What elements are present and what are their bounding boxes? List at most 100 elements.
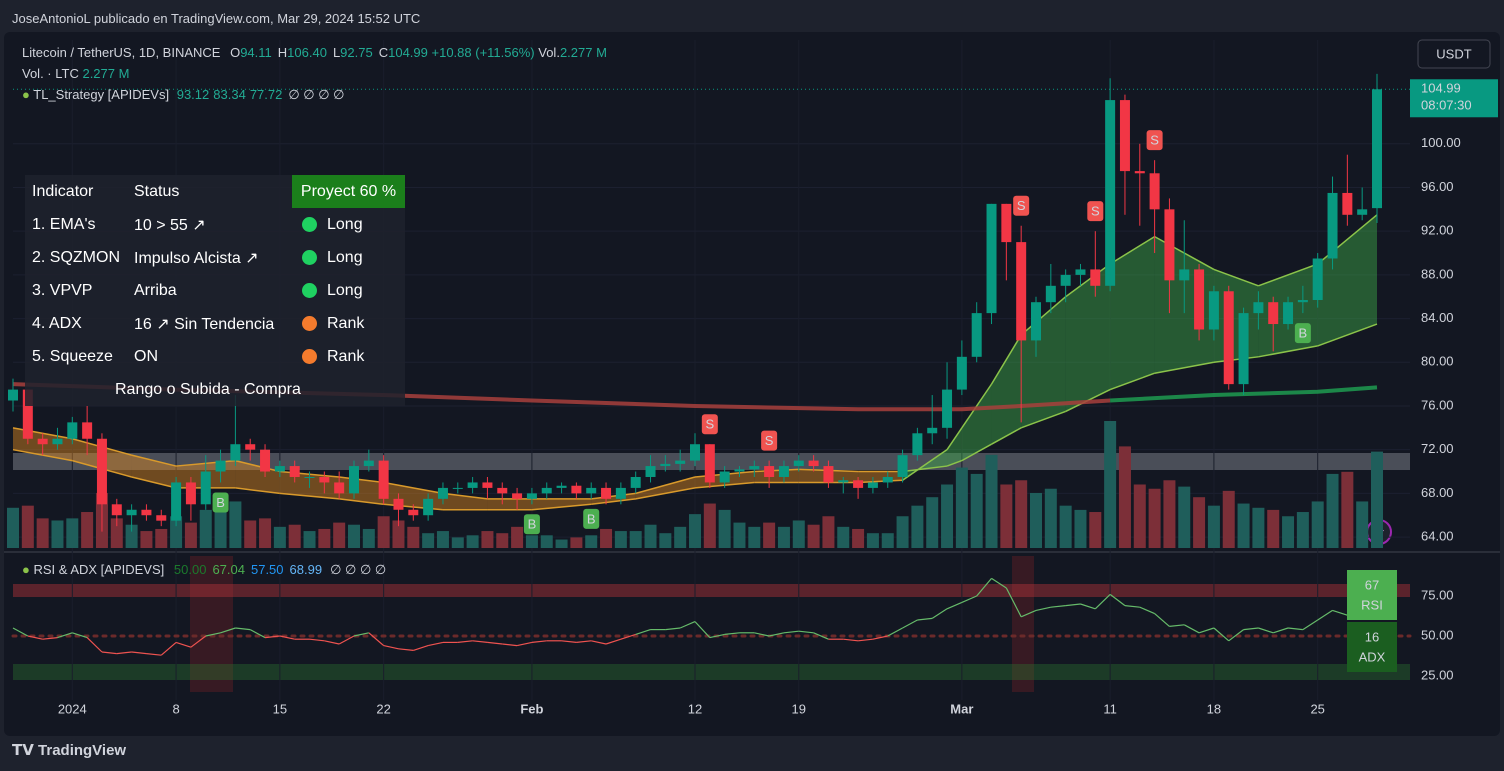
volume-bar [941,484,954,548]
table-header: Indicator Status Proyect 60 % [25,175,405,208]
volume-legend: Vol. · LTC 2.277 M [22,66,129,81]
ema-line [131,454,177,467]
ohlc-key: O [230,45,241,60]
candle-body [526,493,537,499]
volume-bar [881,533,894,548]
rsi-segment [591,640,607,645]
rsi-segment [1035,606,1051,611]
candle-body [912,433,923,456]
y-tick-label: 80.00 [1421,354,1454,369]
ohlc-key: H [277,45,288,60]
candle-body [1060,274,1071,286]
table-cell: Long [292,274,405,307]
candle-body [467,482,478,488]
volume-bar [392,520,405,548]
overbought-zone [13,584,1410,597]
rsi-segment [1109,593,1126,607]
rsi-segment [1065,603,1081,607]
status-text: Long [327,248,363,266]
candle-body [1312,258,1323,301]
rsi-segment [1020,609,1037,618]
volume-bar [644,524,657,548]
candle-body [1134,171,1145,174]
y-tick-label: 92.00 [1421,223,1454,238]
badge-value: 67 [1365,577,1379,592]
candle-body [1327,192,1338,259]
volume-bar [748,526,761,548]
candle-body [1372,89,1382,209]
candle-body [141,509,152,516]
ohlc-key: C [378,45,389,60]
volume-bar [199,509,212,548]
volume-bar [481,531,494,548]
volume-bar [1015,480,1028,548]
rsi-segment [1094,593,1111,610]
ema-band [991,334,1022,445]
symbol-title: Litecoin / TetherUS, 1D, BINANCE [22,45,221,60]
ohlc: O94.11 H106.40 L92.75 C104.99 [224,45,428,60]
candle-body [22,389,33,439]
rsi-segment [813,632,829,640]
currency-button[interactable] [1417,39,1491,69]
volume-bar [377,516,390,548]
candle-body [378,460,389,499]
rsi-segment [665,627,681,631]
status-dot [302,316,317,331]
candle-body [571,485,582,494]
candle-body [1238,313,1249,385]
table-cell: 3. VPVP [32,281,93,299]
volume-bar [1267,509,1280,548]
candle-body [52,438,63,445]
volume-bar [170,516,183,548]
x-tick-label: 8 [172,701,179,716]
rsi-segment [457,640,473,643]
volume-bar [703,503,716,548]
candle-body [171,482,182,521]
candle-body [823,466,834,483]
rsi-segment [1302,619,1319,631]
candle-body [927,427,938,434]
candle-body [1090,269,1101,286]
rsi-legend-value: 57.50 [250,562,284,577]
ema-band [1317,214,1377,346]
y-tick-label: 76.00 [1421,397,1454,412]
candle-body [690,444,700,461]
candle-body [67,422,78,439]
volume-bar [629,531,642,548]
volume-bar [1207,505,1220,548]
strategy-legend: ● TL_Strategy [APIDEVs] 93.12 83.34 77.72 ∅… [22,87,345,103]
status-dot [302,349,317,364]
candle-body [808,460,819,467]
candle-body [82,422,93,439]
candle-body [734,469,745,472]
ohlc-value: 104.99 [388,45,428,60]
rsi-empty: ∅ ∅ ∅ ∅ [330,562,387,577]
rsi-title: RSI & ADX [APIDEVS] [33,562,165,577]
rsi-segment [190,635,207,648]
volume-bar [926,497,939,548]
ema-line [383,481,444,495]
rsi-segment [946,601,963,610]
candle-body [645,466,656,477]
ema-line [1109,236,1156,265]
ema-line [946,427,963,451]
ema-line [946,459,963,467]
candle-body [1208,291,1219,330]
candle-body [1045,285,1056,303]
currency[interactable]: USDT [1436,46,1471,61]
volume-bar [407,526,420,548]
signal-label: S [765,433,774,448]
x-tick-label: 22 [376,701,390,716]
candle-body [1164,209,1175,281]
oversold-zone [13,664,1410,680]
signal-label: B [528,517,537,532]
volume-bar [318,528,331,548]
y-tick-label: 75.00 [1421,587,1454,602]
rsi-segment [724,632,740,635]
volume-bar [718,509,731,548]
candle-body [185,482,196,505]
candle-body [289,466,300,477]
ema-line [1258,345,1318,358]
ema-line [131,476,177,489]
badge-label: ADX [1359,649,1386,664]
